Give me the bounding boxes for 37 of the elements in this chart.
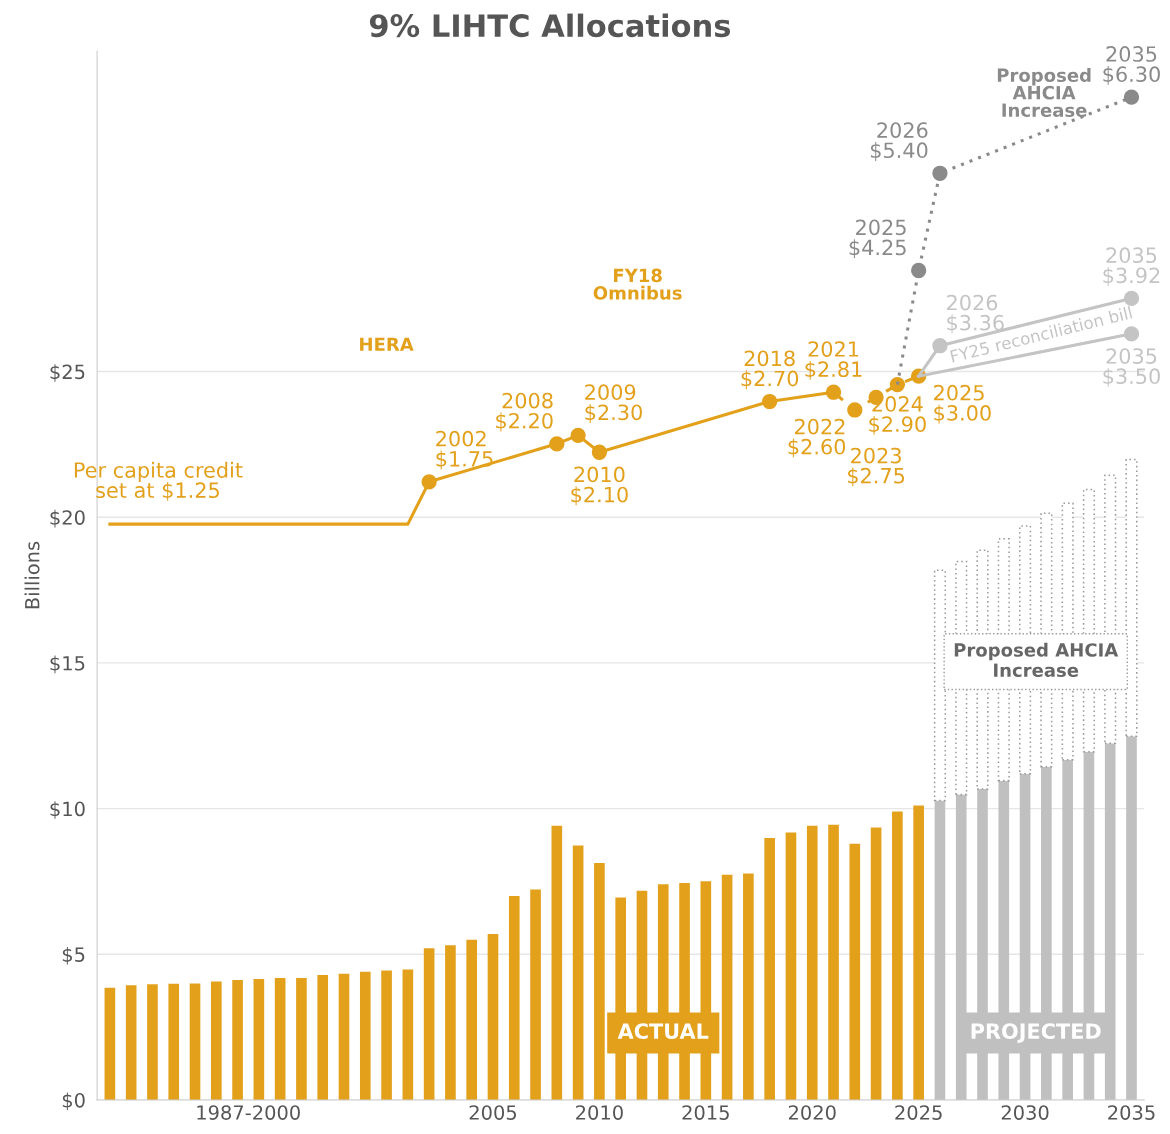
data-label: 2022 $2.60	[788, 418, 846, 458]
x-tick-label: 2015	[682, 1105, 729, 1120]
y-axis-title: Billions	[24, 541, 40, 609]
x-tick-label: 2005	[469, 1105, 517, 1120]
series-label: PROJECTED	[971, 1023, 1101, 1043]
data-label: 2009 $2.30	[585, 384, 642, 423]
annotation: FY18 Omnibus	[593, 268, 682, 300]
y-tick-label: $10	[50, 801, 85, 819]
data-label: 2002 $1.75	[436, 430, 493, 470]
x-tick-label: 2025	[895, 1105, 942, 1120]
annotation: HERA	[360, 337, 414, 351]
y-tick-label: $25	[50, 364, 85, 382]
data-label: 2010 $2.10	[571, 466, 628, 506]
annotation: Per capita credit set at $1.25	[74, 461, 243, 501]
y-tick-label: $5	[62, 946, 85, 965]
data-label: 2035 $6.30	[1103, 46, 1160, 85]
y-tick-label: $0	[62, 1092, 85, 1111]
data-label: 2018 $2.70	[741, 350, 799, 390]
data-label: 2021 $2.81	[805, 341, 862, 380]
y-tick-label: $20	[50, 509, 85, 528]
series-label: Proposed AHCIA Increase	[954, 642, 1119, 678]
data-label: 2035 $3.50	[1103, 348, 1160, 387]
data-label: 2026 $5.40	[870, 122, 928, 161]
data-label: 2008 $2.20	[496, 392, 553, 432]
data-label: 2025 $3.00	[934, 384, 991, 424]
chart-title: 9% LIHTC Allocations	[369, 13, 731, 38]
x-tick-label: 2010	[576, 1105, 623, 1120]
x-tick-label: 2035	[1108, 1105, 1155, 1120]
data-label: 2025 $4.25	[849, 219, 906, 259]
x-tick-label: 2020	[788, 1105, 836, 1120]
data-label: 2035 $3.92	[1103, 247, 1160, 287]
x-tick-label: 2030	[1001, 1105, 1049, 1120]
x-tick-label: 1987-2000	[197, 1105, 300, 1120]
series-label: Proposed AHCIA Increase	[997, 68, 1091, 117]
y-tick-label: $15	[50, 655, 85, 674]
data-label: 2023 $2.75	[847, 447, 905, 487]
series-label: ACTUAL	[617, 1023, 709, 1040]
